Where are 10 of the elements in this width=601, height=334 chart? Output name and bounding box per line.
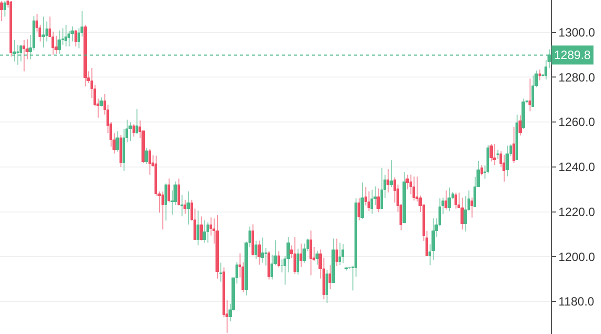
y-tick-label: 1200.0 [558, 250, 596, 264]
ref-line-label: 1289.8 [554, 48, 592, 62]
y-tick-label: 1260.0 [558, 115, 596, 130]
y-tick-label: 1240.0 [558, 160, 596, 174]
candlestick [496, 149, 499, 160]
candlestick [100, 96, 103, 107]
y-tick-label: 1180.0 [558, 294, 595, 309]
y-tick-label: 1220.0 [558, 204, 596, 219]
y-tick-label: 1280.0 [558, 70, 596, 84]
y-tick-label: 1300.0 [558, 26, 596, 40]
